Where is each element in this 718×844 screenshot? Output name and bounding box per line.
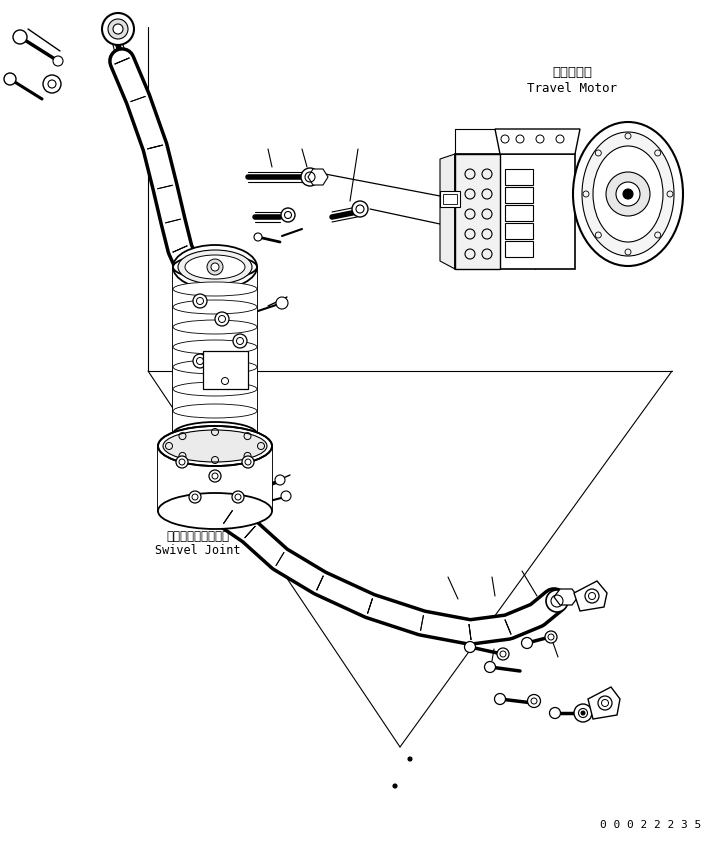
Circle shape [211, 263, 219, 272]
Circle shape [521, 638, 533, 649]
Circle shape [13, 31, 27, 45]
Circle shape [623, 190, 633, 200]
Ellipse shape [173, 246, 257, 289]
Circle shape [352, 202, 368, 218]
Circle shape [193, 295, 207, 309]
Circle shape [408, 757, 412, 761]
Bar [505, 170, 533, 186]
Circle shape [113, 25, 123, 35]
Text: Travel Motor: Travel Motor [527, 81, 617, 95]
Text: 走行モータ: 走行モータ [552, 66, 592, 78]
Polygon shape [440, 154, 455, 270]
Polygon shape [455, 154, 575, 270]
Circle shape [215, 312, 229, 327]
Ellipse shape [158, 494, 272, 529]
Ellipse shape [593, 147, 663, 243]
Ellipse shape [582, 133, 674, 257]
Ellipse shape [173, 321, 257, 334]
Circle shape [528, 695, 541, 707]
Circle shape [581, 711, 585, 715]
Circle shape [209, 470, 221, 483]
Polygon shape [173, 268, 257, 435]
Circle shape [393, 784, 397, 788]
Circle shape [193, 354, 207, 369]
Polygon shape [495, 130, 580, 154]
Circle shape [495, 694, 505, 705]
Circle shape [549, 707, 561, 718]
Circle shape [242, 457, 254, 468]
Circle shape [616, 183, 640, 207]
Ellipse shape [573, 123, 683, 267]
Ellipse shape [173, 256, 257, 279]
Circle shape [176, 457, 188, 468]
Circle shape [218, 375, 232, 388]
Ellipse shape [185, 256, 245, 279]
Circle shape [606, 173, 650, 217]
Bar [203, 352, 248, 390]
Polygon shape [574, 582, 607, 611]
Ellipse shape [173, 300, 257, 315]
Bar [443, 195, 457, 205]
Ellipse shape [173, 404, 257, 419]
Ellipse shape [173, 341, 257, 354]
Ellipse shape [163, 430, 267, 463]
Circle shape [276, 298, 288, 310]
Polygon shape [158, 446, 272, 511]
Ellipse shape [173, 423, 257, 446]
Ellipse shape [173, 360, 257, 375]
Bar [505, 224, 533, 240]
Polygon shape [554, 589, 578, 605]
Circle shape [574, 704, 592, 722]
Bar [505, 206, 533, 222]
Circle shape [281, 491, 291, 501]
Circle shape [102, 14, 134, 46]
Polygon shape [455, 154, 500, 270]
Ellipse shape [178, 251, 252, 284]
Circle shape [497, 648, 509, 660]
Circle shape [275, 475, 285, 485]
Circle shape [233, 334, 247, 349]
Text: スイベルジョイント: スイベルジョイント [167, 529, 230, 542]
Circle shape [189, 491, 201, 503]
Bar [440, 192, 460, 208]
Circle shape [301, 169, 319, 187]
Ellipse shape [173, 382, 257, 397]
Circle shape [108, 20, 128, 40]
Circle shape [281, 208, 295, 223]
Circle shape [545, 631, 557, 643]
Bar [505, 187, 533, 203]
Circle shape [546, 590, 568, 612]
Polygon shape [588, 687, 620, 719]
Circle shape [207, 260, 223, 276]
Circle shape [53, 57, 63, 67]
Circle shape [232, 491, 244, 503]
Circle shape [465, 641, 475, 652]
Text: Swivel Joint: Swivel Joint [155, 544, 241, 557]
Ellipse shape [158, 426, 272, 467]
Bar [505, 241, 533, 257]
Circle shape [485, 662, 495, 673]
Ellipse shape [173, 283, 257, 296]
Circle shape [4, 74, 16, 86]
Circle shape [254, 234, 262, 241]
Text: 0 0 0 2 2 2 3 5: 0 0 0 2 2 2 3 5 [600, 819, 701, 829]
Polygon shape [308, 170, 328, 186]
